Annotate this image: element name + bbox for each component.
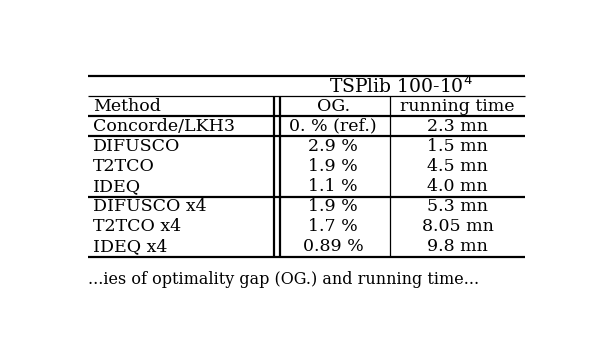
- Text: Concorde/LKH3: Concorde/LKH3: [93, 118, 235, 135]
- Text: T2TCO x4: T2TCO x4: [93, 218, 181, 235]
- Text: running time: running time: [400, 98, 515, 115]
- Text: 1.1 %: 1.1 %: [308, 178, 358, 195]
- Text: 8.05 mn: 8.05 mn: [422, 218, 494, 235]
- Text: 9.8 mn: 9.8 mn: [427, 238, 488, 255]
- Text: Method: Method: [93, 98, 160, 115]
- Text: OG.: OG.: [317, 98, 350, 115]
- Text: 2.3 mn: 2.3 mn: [427, 118, 488, 135]
- Text: 2.9 %: 2.9 %: [308, 138, 358, 155]
- Text: T2TCO: T2TCO: [93, 158, 154, 175]
- Text: 1.7 %: 1.7 %: [308, 218, 358, 235]
- Text: 5.3 mn: 5.3 mn: [427, 198, 488, 215]
- Text: 0. % (ref.): 0. % (ref.): [289, 118, 377, 135]
- Text: 4.0 mn: 4.0 mn: [427, 178, 488, 195]
- Text: TSPlib 100-10$^4$: TSPlib 100-10$^4$: [329, 75, 473, 97]
- Text: ...ies of optimality gap (OG.) and running time...: ...ies of optimality gap (OG.) and runni…: [88, 271, 479, 288]
- Text: 0.89 %: 0.89 %: [303, 238, 364, 255]
- Text: 1.5 mn: 1.5 mn: [427, 138, 488, 155]
- Text: DIFUSCO: DIFUSCO: [93, 138, 180, 155]
- Text: IDEQ x4: IDEQ x4: [93, 238, 167, 255]
- Text: 1.9 %: 1.9 %: [308, 158, 358, 175]
- Text: DIFUSCO x4: DIFUSCO x4: [93, 198, 206, 215]
- Text: 4.5 mn: 4.5 mn: [427, 158, 488, 175]
- Text: IDEQ: IDEQ: [93, 178, 141, 195]
- Text: 1.9 %: 1.9 %: [308, 198, 358, 215]
